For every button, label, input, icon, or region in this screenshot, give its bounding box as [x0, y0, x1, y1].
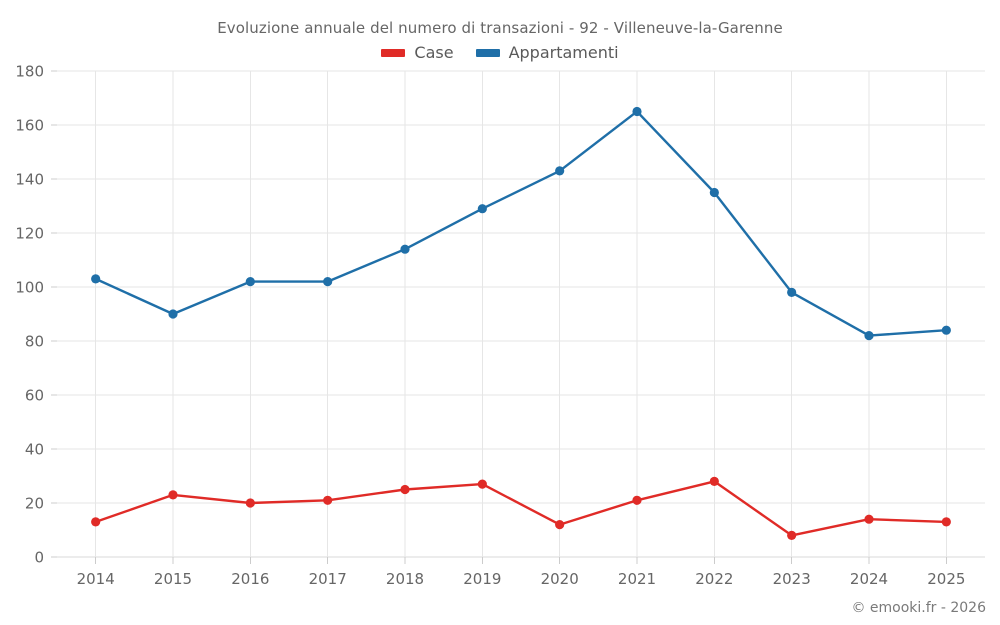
y-axis-tick-label: 160	[15, 117, 44, 135]
series-line-appartamenti	[94, 110, 948, 337]
data-point-appartamenti-2025[interactable]	[941, 325, 951, 335]
series-line-case	[94, 480, 948, 537]
chart-title: Evoluzione annuale del numero di transaz…	[217, 19, 783, 37]
x-axis-tick-label: 2023	[773, 570, 811, 588]
data-point-case-2025[interactable]	[941, 517, 951, 527]
data-point-appartamenti-2023[interactable]	[787, 287, 797, 297]
data-point-appartamenti-2021[interactable]	[632, 106, 642, 117]
data-point-case-2015[interactable]	[168, 490, 178, 500]
data-point-case-2022[interactable]	[709, 476, 719, 486]
legend-item-appartamenti[interactable]: Appartamenti	[475, 43, 619, 62]
data-point-appartamenti-2014[interactable]	[91, 274, 101, 284]
legend-swatch-appartamenti	[475, 48, 500, 57]
x-axis-tick-label: 2020	[541, 570, 579, 588]
data-point-appartamenti-2015[interactable]	[168, 309, 178, 319]
data-point-case-2017[interactable]	[323, 495, 333, 505]
data-point-case-2014[interactable]	[91, 517, 101, 527]
chart-footer-credit: © emooki.fr - 2026	[851, 600, 986, 616]
data-point-case-2020[interactable]	[555, 520, 565, 530]
x-axis-tick-label: 2014	[77, 570, 115, 588]
legend-label-appartamenti: Appartamenti	[508, 43, 619, 62]
legend-label-case: Case	[414, 43, 454, 62]
y-axis-tick-label: 80	[25, 333, 44, 351]
x-axis-tick-label: 2017	[309, 570, 347, 588]
y-axis-tick-label: 120	[15, 225, 44, 243]
data-point-appartamenti-2016[interactable]	[245, 277, 255, 287]
x-axis-tick-label: 2019	[463, 570, 501, 588]
y-axis-tick-label: 140	[15, 171, 44, 189]
x-axis-tick-label: 2022	[695, 570, 733, 588]
data-point-case-2018[interactable]	[400, 484, 410, 495]
data-point-case-2016[interactable]	[245, 498, 255, 508]
y-axis-tick-label: 40	[25, 441, 44, 459]
y-axis-tick-label: 100	[15, 279, 44, 297]
data-point-appartamenti-2017[interactable]	[323, 277, 333, 287]
x-axis-tick-label: 2016	[231, 570, 269, 588]
data-point-case-2023[interactable]	[787, 530, 797, 541]
x-axis-tick-label: 2024	[850, 570, 888, 588]
x-axis-tick-label: 2018	[386, 570, 424, 588]
data-point-appartamenti-2018[interactable]	[400, 244, 410, 254]
y-axis-tick-label: 60	[25, 387, 44, 405]
legend-swatch-case	[381, 48, 406, 57]
x-axis-tick-label: 2015	[154, 570, 192, 588]
x-axis-tick-label: 2021	[618, 570, 656, 588]
data-point-case-2024[interactable]	[864, 514, 874, 524]
data-point-appartamenti-2019[interactable]	[477, 204, 487, 214]
data-point-case-2019[interactable]	[477, 479, 487, 489]
y-axis-tick-label: 180	[15, 63, 44, 81]
y-axis-tick-label: 20	[25, 495, 44, 513]
x-axis-tick-label: 2025	[927, 570, 965, 588]
data-point-case-2021[interactable]	[632, 495, 642, 505]
chart-legend: Case Appartamenti	[0, 43, 1000, 62]
data-point-appartamenti-2022[interactable]	[709, 187, 719, 198]
data-point-appartamenti-2024[interactable]	[864, 331, 874, 341]
legend-item-case[interactable]: Case	[381, 43, 454, 62]
data-point-appartamenti-2020[interactable]	[555, 166, 565, 176]
y-axis-tick-label: 0	[34, 549, 44, 567]
